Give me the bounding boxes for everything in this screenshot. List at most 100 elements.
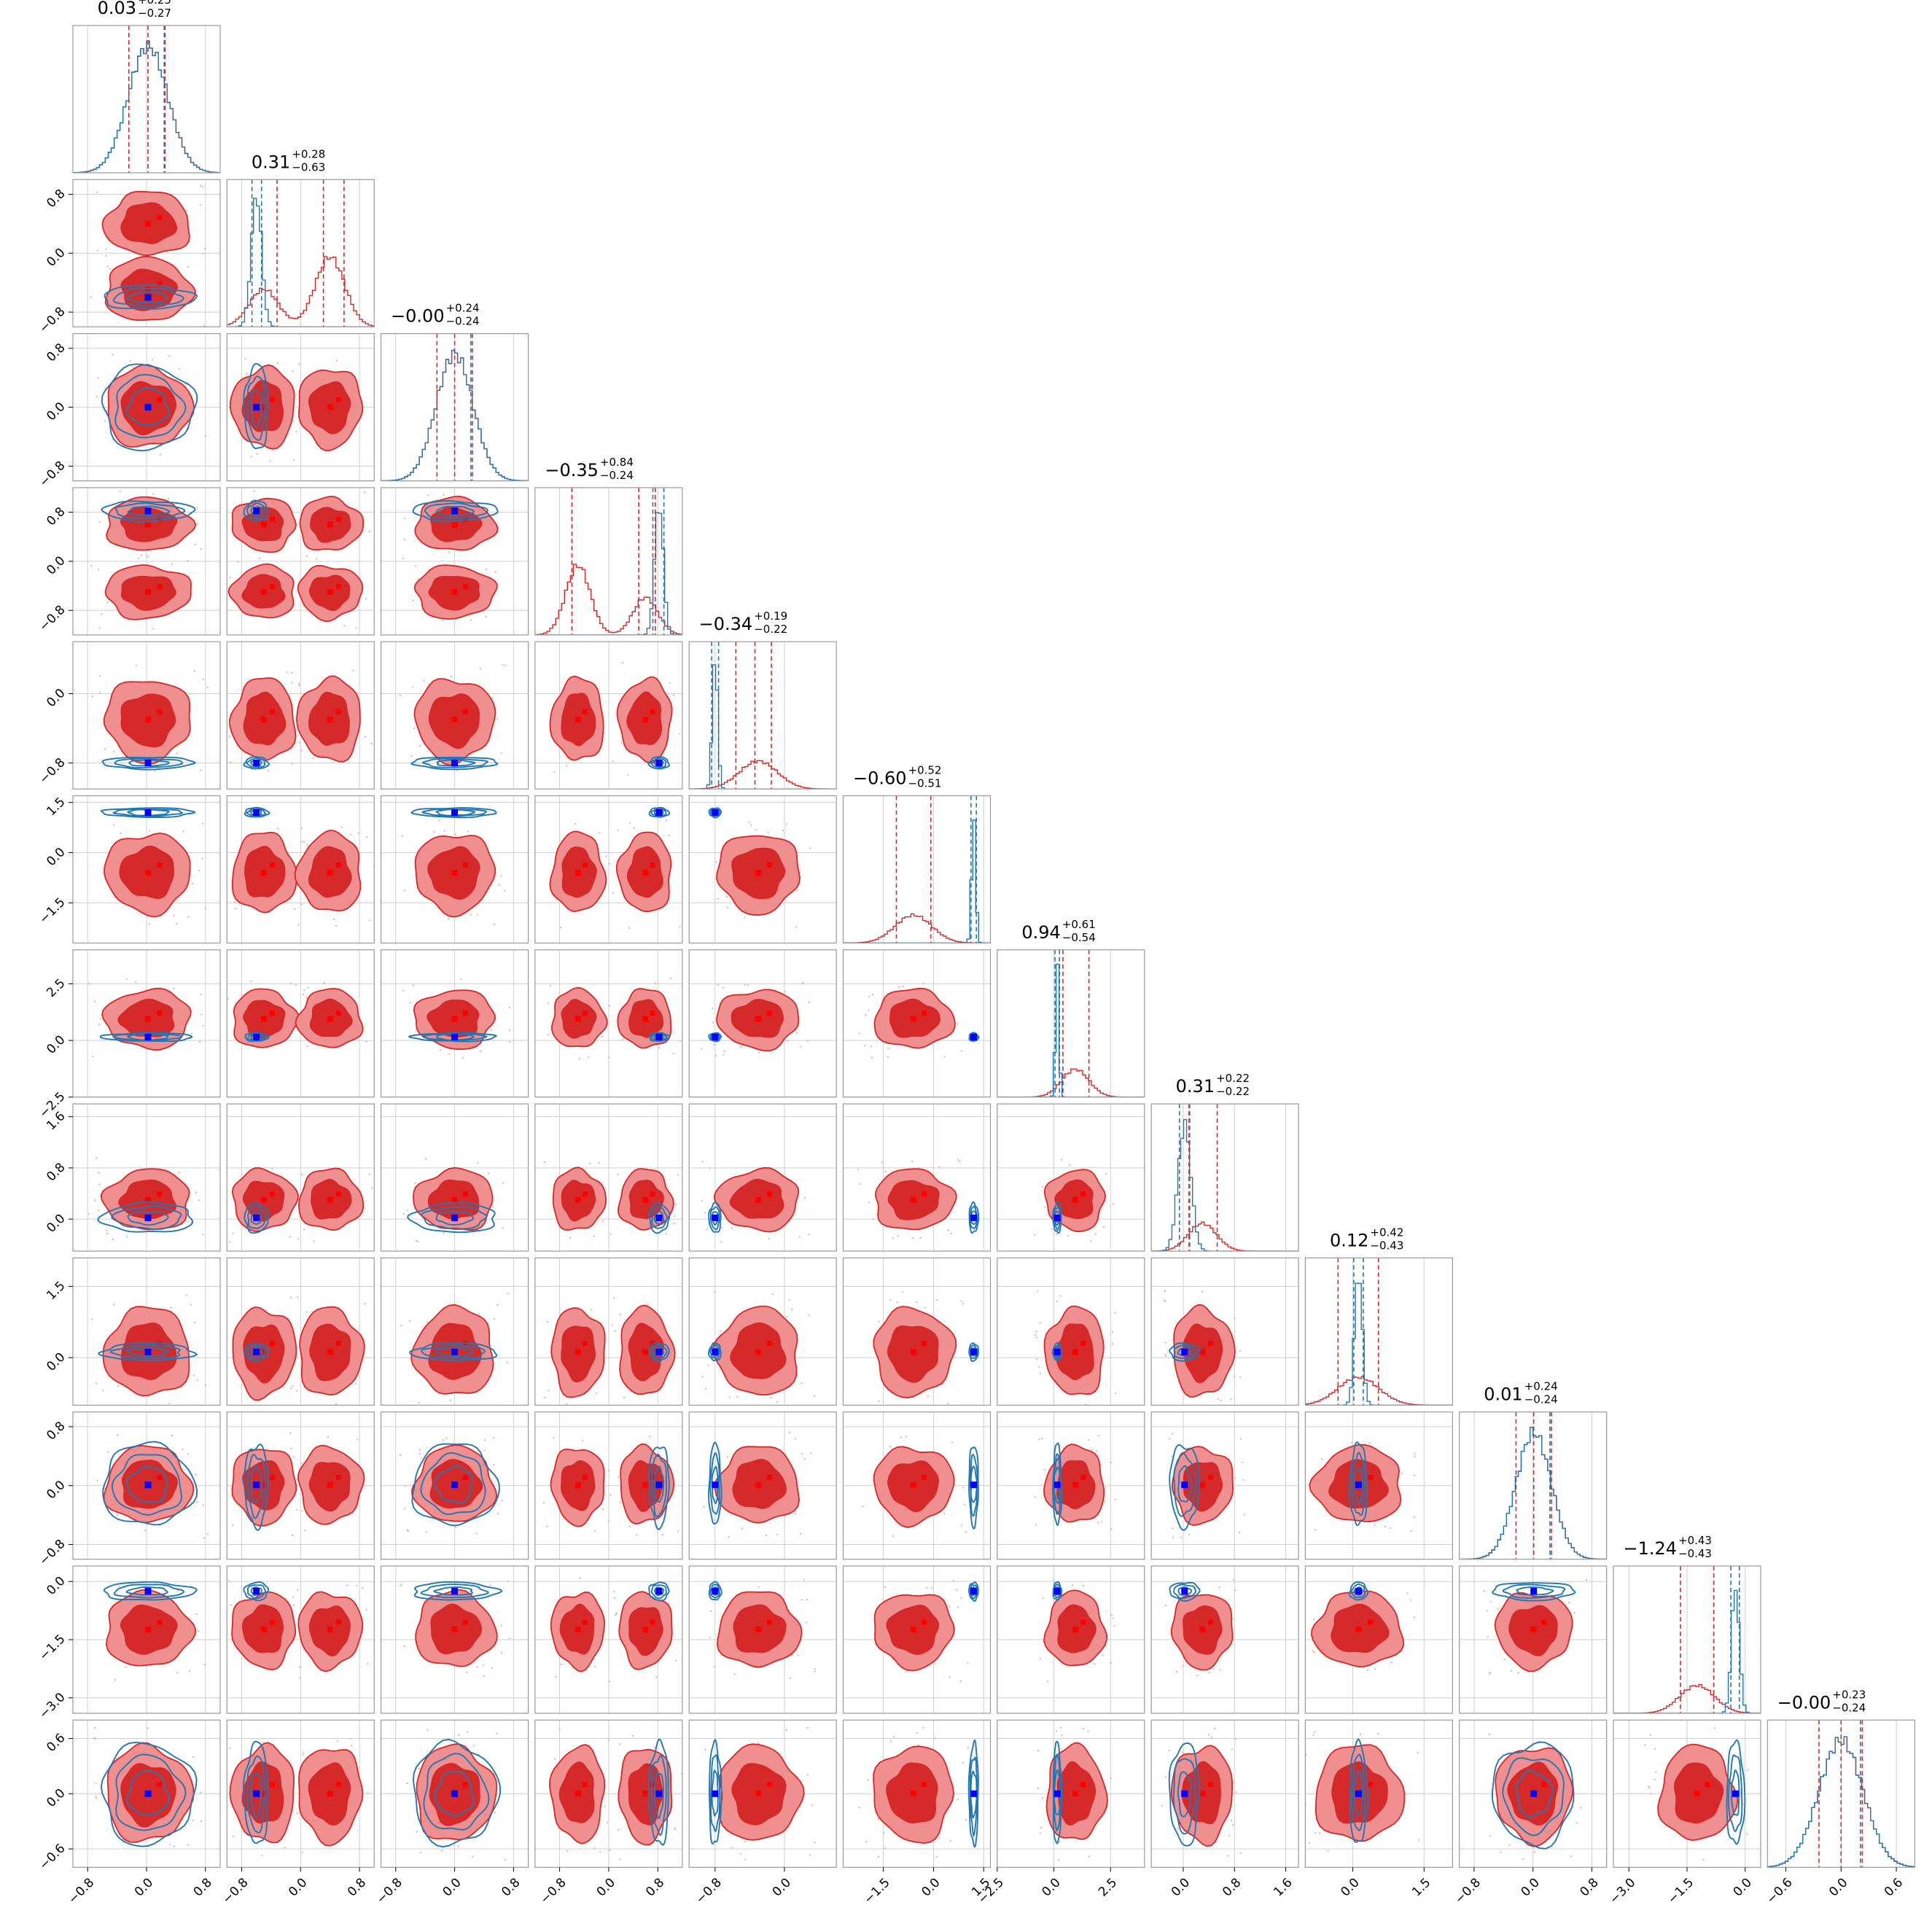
scatter-point bbox=[291, 1534, 294, 1536]
blue-marker bbox=[970, 1033, 978, 1040]
scatter-point bbox=[960, 1597, 962, 1600]
scatter-point bbox=[332, 918, 335, 920]
scatter-point bbox=[1234, 1589, 1236, 1592]
scatter-point bbox=[494, 1318, 496, 1320]
scatter-point bbox=[962, 1303, 965, 1305]
red-histogram bbox=[689, 760, 837, 790]
scatter-point bbox=[566, 1403, 568, 1405]
red-marker bbox=[650, 709, 655, 714]
scatter-point bbox=[90, 564, 93, 566]
scatter-point bbox=[803, 1458, 806, 1460]
red-marker bbox=[650, 1782, 655, 1788]
scatter-point bbox=[96, 191, 98, 193]
scatter-point bbox=[250, 456, 252, 458]
red-histogram bbox=[534, 564, 682, 635]
scatter-point bbox=[171, 564, 174, 566]
scatter-point bbox=[480, 1050, 482, 1052]
scatter-point bbox=[553, 771, 556, 774]
scatter-point bbox=[399, 694, 402, 697]
scatter-point bbox=[467, 830, 470, 833]
panel-frame bbox=[688, 949, 837, 1098]
scatter-point bbox=[919, 1236, 922, 1239]
red-marker bbox=[269, 862, 275, 868]
red-marker bbox=[462, 516, 468, 522]
red-marker bbox=[582, 862, 588, 868]
panel-title-value: −0.00 bbox=[1777, 1692, 1831, 1713]
red-marker bbox=[582, 1191, 588, 1197]
scatter-point bbox=[173, 1845, 175, 1847]
scatter-point bbox=[1044, 1206, 1046, 1208]
scatter-point bbox=[809, 847, 811, 849]
panel-10-6 bbox=[997, 1565, 1145, 1714]
blue-contour bbox=[1491, 1582, 1576, 1602]
panel-title-minus: −0.22 bbox=[1216, 1085, 1250, 1098]
panel-frame bbox=[1150, 1719, 1299, 1868]
red-marker bbox=[1368, 1782, 1374, 1788]
scatter-point bbox=[1058, 1858, 1060, 1861]
scatter-point bbox=[712, 1021, 714, 1024]
scatter-point bbox=[202, 1504, 204, 1506]
scatter-point bbox=[1489, 1733, 1491, 1735]
blue-contour bbox=[125, 1347, 170, 1357]
red-marker bbox=[650, 1341, 655, 1347]
scatter-point bbox=[794, 1512, 796, 1514]
scatter-point bbox=[1105, 1172, 1107, 1175]
y-tick-label: 0.0 bbox=[44, 1212, 68, 1236]
scatter-point bbox=[744, 916, 746, 919]
panel-1-1: 0.31 +0.28−0.63 bbox=[226, 147, 375, 327]
scatter-point bbox=[1037, 1290, 1039, 1293]
scatter-point bbox=[289, 1235, 291, 1238]
scatter-point bbox=[306, 844, 308, 846]
scatter-point bbox=[1093, 1663, 1095, 1665]
scatter-point bbox=[808, 1001, 810, 1003]
scatter-point bbox=[621, 662, 624, 664]
scatter-point bbox=[922, 983, 924, 985]
red-marker bbox=[462, 1474, 468, 1480]
scatter-point bbox=[1573, 1611, 1575, 1613]
panel-frame bbox=[226, 1411, 375, 1560]
panel-frame bbox=[72, 1103, 221, 1252]
scatter-point bbox=[232, 1232, 234, 1235]
panel-7-5 bbox=[842, 1103, 992, 1252]
scatter-point bbox=[547, 1002, 550, 1004]
red-marker bbox=[462, 862, 468, 868]
scatter-point bbox=[418, 1401, 421, 1404]
panel-11-3: −0.8 0.0 0.8 bbox=[534, 1719, 683, 1907]
scatter-point bbox=[302, 1408, 303, 1409]
panel-title-plus: +0.42 bbox=[1370, 1226, 1403, 1239]
scatter-point bbox=[796, 889, 798, 892]
blue-marker bbox=[712, 1790, 719, 1797]
scatter-point bbox=[92, 1055, 94, 1058]
panel-frame bbox=[1304, 1565, 1454, 1714]
red-marker bbox=[327, 870, 333, 876]
blue-contour bbox=[246, 757, 266, 768]
scatter-point bbox=[589, 1162, 591, 1165]
panel-frame bbox=[534, 949, 683, 1098]
scatter-point bbox=[295, 393, 297, 396]
panel-frame bbox=[1459, 1565, 1608, 1714]
scatter-point bbox=[1090, 1240, 1092, 1242]
scatter-point bbox=[97, 249, 99, 252]
red-marker bbox=[910, 1349, 916, 1355]
scatter-point bbox=[269, 459, 271, 462]
scatter-point bbox=[292, 1456, 295, 1458]
red-marker bbox=[145, 1627, 152, 1633]
scatter-point bbox=[168, 1402, 171, 1405]
scatter-point bbox=[335, 359, 338, 362]
red-marker bbox=[1072, 1481, 1079, 1488]
red-marker bbox=[269, 584, 275, 590]
scatter-point bbox=[276, 827, 279, 830]
blue-contour bbox=[435, 809, 476, 817]
scatter-point bbox=[410, 755, 413, 757]
panel-frame bbox=[688, 795, 837, 944]
scatter-point bbox=[786, 1316, 788, 1318]
scatter-point bbox=[291, 682, 293, 684]
blue-marker bbox=[253, 809, 260, 816]
scatter-point bbox=[415, 565, 417, 567]
scatter-point bbox=[731, 1227, 733, 1229]
scatter-point bbox=[1172, 1527, 1174, 1530]
blue-marker bbox=[253, 1214, 260, 1221]
panel-11-10: −3.0 −1.5 0.0 bbox=[1607, 1719, 1761, 1907]
scatter-point bbox=[96, 1157, 98, 1159]
scatter-point bbox=[491, 1667, 493, 1670]
